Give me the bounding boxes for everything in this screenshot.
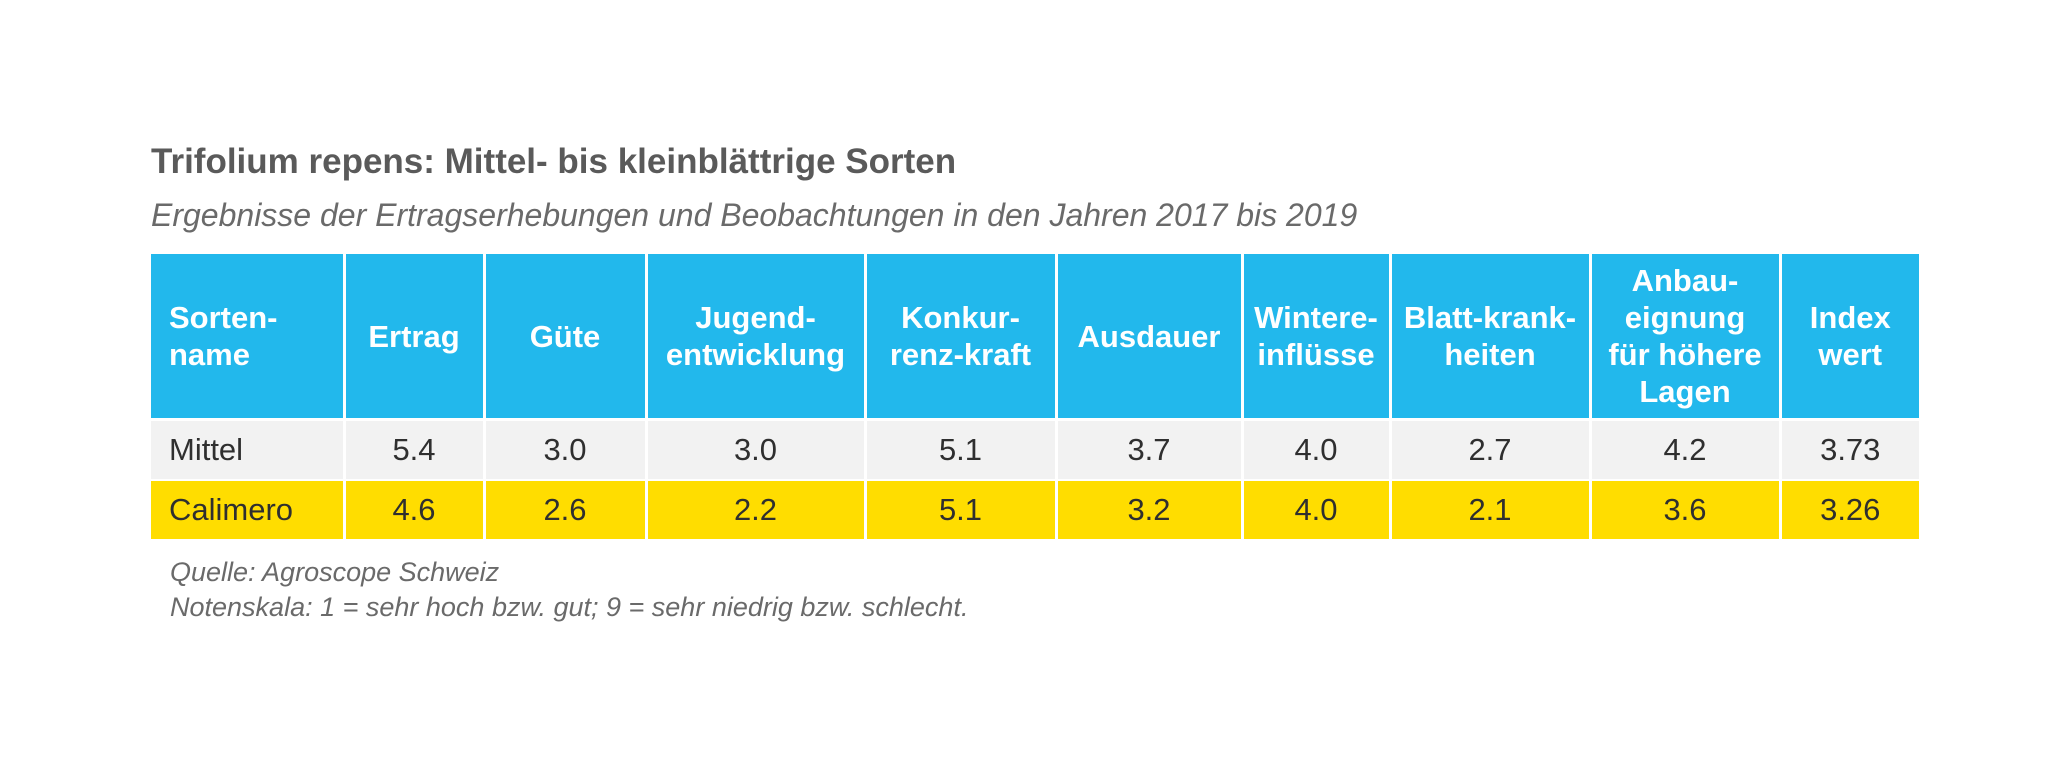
column-header-guete: Güte [482, 254, 648, 421]
cell-ertrag: 4.6 [342, 480, 486, 539]
page-title: Trifolium repens: Mittel- bis kleinblätt… [151, 142, 957, 181]
table-row-mittel: Mittel 5.4 3.0 3.0 5.1 3.7 4.0 2.7 4.2 3… [151, 419, 1919, 481]
cell-guete: 3.0 [482, 419, 648, 481]
header-line: inflüsse [1257, 337, 1375, 372]
cell-blattkrankheiten: 2.1 [1388, 480, 1592, 539]
header-line: Anbau- [1631, 263, 1739, 298]
header-line: Ausdauer [1077, 318, 1221, 354]
header-line: Konkur- [901, 300, 1020, 335]
cell-anbaueignung: 3.6 [1588, 480, 1782, 539]
column-header-konkurrenzkraft: Konkur- renz-kraft [863, 254, 1058, 421]
column-header-wintereinfluesse: Wintere- inflüsse [1240, 254, 1392, 421]
cell-indexwert: 3.26 [1778, 480, 1919, 539]
table-row-calimero: Calimero 4.6 2.6 2.2 5.1 3.2 4.0 2.1 3.6… [151, 480, 1919, 539]
header-line: heiten [1444, 337, 1536, 372]
cell-wintereinfluesse: 4.0 [1240, 419, 1392, 481]
cell-ausdauer: 3.2 [1054, 480, 1244, 539]
cell-blattkrankheiten: 2.7 [1388, 419, 1592, 481]
header-line: eignung [1624, 300, 1746, 335]
footnote-scale: Notenskala: 1 = sehr hoch bzw. gut; 9 = … [170, 592, 969, 622]
column-header-jugendentwicklung: Jugend- entwicklung [644, 254, 867, 421]
cell-wintereinfluesse: 4.0 [1240, 480, 1392, 539]
column-header-indexwert: Index wert [1778, 254, 1919, 421]
column-header-blattkrankheiten: Blatt-krank- heiten [1388, 254, 1592, 421]
results-table: Sorten- name Ertrag Güte Jugend- entwick… [151, 254, 1919, 539]
cell-ausdauer: 3.7 [1054, 419, 1244, 481]
header-line: Jugend- [695, 300, 816, 335]
column-header-ausdauer: Ausdauer [1054, 254, 1244, 421]
cell-indexwert: 3.73 [1778, 419, 1919, 481]
page-subtitle: Ergebnisse der Ertragserhebungen und Beo… [151, 197, 1358, 233]
column-header-sortenname: Sorten- name [151, 254, 346, 421]
header-line: Index [1809, 300, 1891, 335]
cell-guete: 2.6 [482, 480, 648, 539]
cell-ertrag: 5.4 [342, 419, 486, 481]
header-line: Ertrag [368, 318, 460, 354]
header-line: renz-kraft [889, 337, 1032, 372]
cell-konkurrenzkraft: 5.1 [863, 419, 1058, 481]
cell-sortenname: Calimero [151, 480, 346, 539]
cell-anbaueignung: 4.2 [1588, 419, 1782, 481]
header-line: Wintere- [1254, 300, 1378, 335]
cell-konkurrenzkraft: 5.1 [863, 480, 1058, 539]
column-header-ertrag: Ertrag [342, 254, 486, 421]
header-line: Sorten- [169, 300, 278, 335]
footnote-source: Quelle: Agroscope Schweiz [170, 557, 500, 587]
column-header-anbaueignung: Anbau- eignung für höhere Lagen [1588, 254, 1782, 421]
header-line: Güte [529, 318, 601, 354]
header-row: Sorten- name Ertrag Güte Jugend- entwick… [151, 254, 1919, 421]
cell-jugendentwicklung: 3.0 [644, 419, 867, 481]
header-line: wert [1818, 337, 1883, 372]
cell-jugendentwicklung: 2.2 [644, 480, 867, 539]
cell-sortenname: Mittel [151, 419, 346, 481]
header-line: Blatt-krank- [1403, 300, 1577, 335]
header-line: entwicklung [665, 337, 846, 372]
header-line: name [169, 337, 250, 372]
header-line: für höhere [1608, 337, 1762, 372]
header-line: Lagen [1639, 374, 1731, 409]
